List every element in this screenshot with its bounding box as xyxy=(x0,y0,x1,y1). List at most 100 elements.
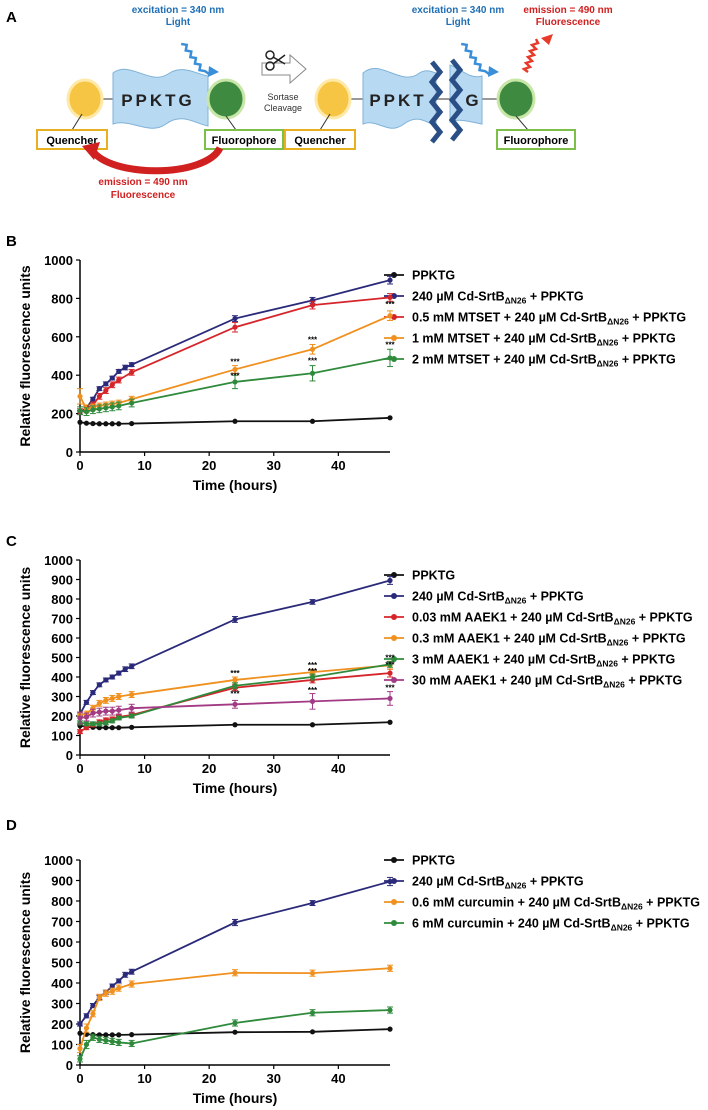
x-tick-label: 30 xyxy=(267,1071,281,1086)
legend-swatch-marker xyxy=(391,920,397,926)
legend-label-main: PPKTG xyxy=(412,854,455,868)
legend-label: 2 mM MTSET + 240 µM Cd-SrtBΔN26 + PPKTG xyxy=(412,353,676,369)
data-point xyxy=(77,1021,83,1027)
data-point xyxy=(90,721,96,727)
data-point xyxy=(96,386,102,392)
y-tick-label: 800 xyxy=(51,894,73,909)
y-tick-label: 200 xyxy=(51,709,73,724)
legend-label-suffix: + PPKTG xyxy=(618,653,675,667)
data-point xyxy=(90,407,96,413)
data-point xyxy=(116,1039,122,1046)
x-tick-label: 10 xyxy=(137,458,151,473)
y-tick-label: 200 xyxy=(51,407,73,422)
data-point xyxy=(309,1010,316,1016)
x-tick-label: 40 xyxy=(331,1071,345,1086)
right-quencher-pointer xyxy=(319,113,331,131)
y-tick-label: 200 xyxy=(51,1017,73,1032)
legend-label: 0.5 mM MTSET + 240 µM Cd-SrtBΔN26 + PPKT… xyxy=(412,311,686,327)
left-light-wave-icon xyxy=(180,42,211,76)
legend-label-suffix: + PPKTG xyxy=(635,611,692,625)
series-2 xyxy=(77,293,393,416)
legend-label-suffix: + PPKTG xyxy=(628,632,685,646)
legend-label-main: 2 mM MTSET + 240 µM Cd-SrtB xyxy=(412,353,597,367)
legend-label: 6 mM curcumin + 240 µM Cd-SrtBΔN26 + PPK… xyxy=(412,917,690,933)
legend-label: PPKTG xyxy=(412,569,455,583)
legend-label-subscript: ΔN26 xyxy=(603,680,625,690)
data-point xyxy=(116,403,122,409)
legend-swatch-marker xyxy=(391,878,397,884)
legend-label-suffix: + PPKTG xyxy=(643,896,700,910)
chart-panel-c: C 0 100 200 300 400 500 600 700 800 900 1000 0 10 20 30… xyxy=(6,533,693,796)
data-point xyxy=(109,718,115,724)
data-point xyxy=(309,599,316,605)
data-point xyxy=(387,277,393,283)
chart-panel-b: B 0 200 400 600 800 1000 0 10 20 30 40 Relative fluo… xyxy=(6,233,686,493)
legend-label-subscript: ΔN26 xyxy=(607,317,629,327)
legend-label-main: 240 µM Cd-SrtB xyxy=(412,290,505,304)
left-quencher-pointer xyxy=(71,113,83,131)
data-point xyxy=(109,725,115,731)
data-point xyxy=(103,387,109,394)
data-point xyxy=(129,724,135,730)
legend-label-suffix: + PPKTG xyxy=(618,332,675,346)
legend-swatch-marker xyxy=(391,899,397,905)
legend-label-subscript: ΔN26 xyxy=(505,296,527,306)
data-point xyxy=(232,366,238,373)
data-point xyxy=(96,709,102,715)
left-fluorophore-pointer xyxy=(225,115,237,131)
data-point xyxy=(232,616,238,623)
data-point xyxy=(309,722,316,728)
data-point xyxy=(109,375,115,381)
y-tick-label: 900 xyxy=(51,874,73,889)
data-point xyxy=(129,400,135,406)
left-quencher-shape xyxy=(66,78,104,120)
series-2 xyxy=(77,964,393,1054)
legend-label-suffix: + PPKTG xyxy=(618,353,675,367)
left-quencher-label: Quencher xyxy=(46,135,98,147)
scissors-icon xyxy=(265,50,286,71)
series-1 xyxy=(77,275,393,416)
data-point xyxy=(129,362,135,368)
x-tick-label: 30 xyxy=(267,458,281,473)
significance-marker: *** xyxy=(385,684,395,693)
series-0 xyxy=(77,1026,393,1038)
data-point xyxy=(77,1030,83,1036)
right-fluorescence-label: Fluorescence xyxy=(536,17,601,28)
significance-marker: *** xyxy=(308,686,318,695)
y-axis-title: Relative fluorescence units xyxy=(17,872,33,1054)
data-point xyxy=(77,715,83,721)
data-point xyxy=(77,408,83,414)
cleavage-arrow-icon xyxy=(261,53,307,85)
data-point xyxy=(232,919,238,926)
data-point xyxy=(109,988,115,994)
data-point xyxy=(90,690,96,696)
data-point xyxy=(83,1013,90,1019)
data-point xyxy=(77,393,83,399)
data-point xyxy=(116,707,122,713)
y-tick-label: 100 xyxy=(51,1038,73,1053)
data-point xyxy=(83,1025,90,1031)
right-light-wave-icon xyxy=(460,42,491,76)
data-point xyxy=(129,1032,135,1038)
series-line xyxy=(79,967,391,1049)
panel-label-a: A xyxy=(6,9,17,26)
series-line xyxy=(79,296,391,413)
data-point xyxy=(96,994,102,1000)
legend-label: 3 mM AAEK1 + 240 µM Cd-SrtBΔN26 + PPKTG xyxy=(412,653,675,669)
legend-label-main: 3 mM AAEK1 + 240 µM Cd-SrtB xyxy=(412,653,596,667)
series-0 xyxy=(77,719,393,731)
data-point xyxy=(309,669,316,675)
y-tick-label: 700 xyxy=(51,612,73,627)
right-quencher-shape xyxy=(314,78,352,120)
data-point xyxy=(109,708,115,714)
data-point xyxy=(387,577,393,584)
x-tick-label: 0 xyxy=(76,761,83,776)
data-point xyxy=(309,900,316,906)
data-point xyxy=(122,972,128,978)
data-point xyxy=(83,699,90,705)
left-light-label: Light xyxy=(166,17,191,28)
data-point xyxy=(109,1032,115,1038)
data-point xyxy=(116,978,122,984)
data-point xyxy=(116,693,122,700)
legend-label-suffix: + PPKTG xyxy=(625,674,682,688)
